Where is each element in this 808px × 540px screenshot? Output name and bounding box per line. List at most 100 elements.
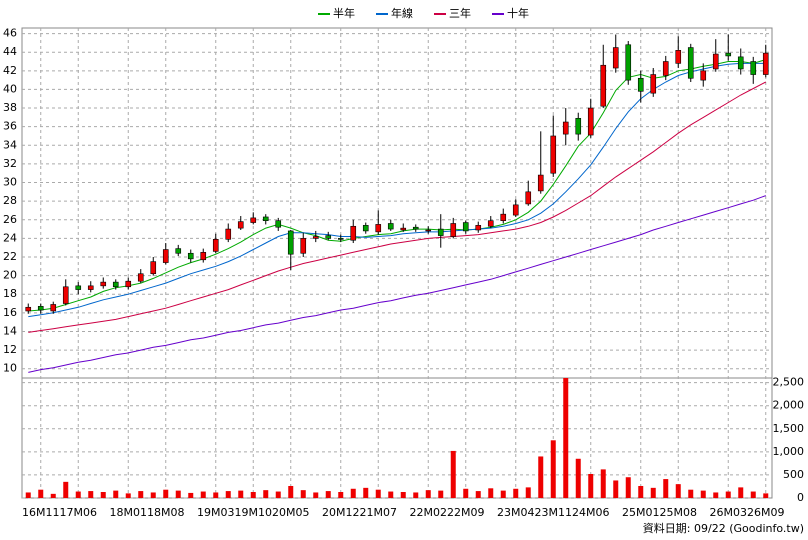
x-tick-label: 25M08 <box>660 506 698 519</box>
y-tick-label: 20 <box>3 269 17 282</box>
volume-bar <box>375 489 381 498</box>
y-tick-label: 16 <box>3 306 17 319</box>
ma-line <box>28 62 766 318</box>
volume-bar <box>550 440 556 498</box>
candle-body <box>500 213 507 221</box>
volume-bar <box>525 487 531 498</box>
y-tick-label: 42 <box>3 64 17 77</box>
volume-bar <box>688 489 694 498</box>
volume-bar <box>263 490 269 498</box>
volume-bar <box>738 487 744 498</box>
x-tick-label: 22M09 <box>447 506 485 519</box>
candle-body <box>537 174 544 192</box>
y-tick-label: 38 <box>3 101 17 114</box>
candle-body <box>425 229 432 232</box>
volume-bar <box>638 486 644 498</box>
volume-bar <box>200 491 206 498</box>
volume-bar <box>388 491 394 498</box>
volume-bar <box>563 378 569 498</box>
candle-body <box>100 281 107 287</box>
y-tick-label: 36 <box>3 120 17 133</box>
y2-tick-label: 0 <box>797 491 804 504</box>
candle-body <box>462 222 469 232</box>
y-tick-label: 10 <box>3 362 17 375</box>
candle-body <box>562 121 569 135</box>
x-tick-label: 24M06 <box>572 506 610 519</box>
volume-bar <box>88 491 94 498</box>
volume-bar <box>50 493 56 498</box>
y2-tick-label: 1,000 <box>773 445 805 458</box>
source-note: 資料日期: 09/22 (Goodinfo.tw) <box>643 521 804 535</box>
x-tick-label: 20M12 <box>322 506 360 519</box>
x-tick-label: 18M08 <box>147 506 185 519</box>
volume-bar <box>713 492 719 498</box>
volume-bar <box>425 490 431 498</box>
candle-body <box>312 236 319 239</box>
candle-body <box>350 225 357 241</box>
volume-bar <box>113 490 119 498</box>
candle-body <box>225 228 232 240</box>
candle-body <box>200 252 207 261</box>
ma-line <box>28 195 766 373</box>
price-panel <box>21 27 773 379</box>
x-tick-label: 18M01 <box>110 506 148 519</box>
y-tick-label: 28 <box>3 194 17 207</box>
candle-body <box>725 52 732 57</box>
candle-body <box>387 223 394 230</box>
candle-body <box>487 220 494 227</box>
volume-bar <box>350 488 356 498</box>
legend-label: 年線 <box>391 6 413 20</box>
candle-body <box>262 216 269 221</box>
candle-body <box>637 77 644 92</box>
x-tick-label: 23M11 <box>535 506 573 519</box>
y-tick-label: 22 <box>3 250 17 263</box>
candle-body <box>112 281 119 288</box>
candle-body <box>662 61 669 76</box>
y2-tick-label: 2,500 <box>773 376 805 389</box>
x-tick-label: 21M07 <box>360 506 398 519</box>
candle-body <box>337 238 344 240</box>
candle-body <box>525 191 532 205</box>
volume-bar <box>25 492 31 498</box>
candle-body <box>675 50 682 64</box>
y-tick-label: 32 <box>3 157 17 170</box>
x-tick-label: 25M01 <box>622 506 660 519</box>
volume-bar <box>300 490 306 498</box>
volume-bar <box>163 489 169 498</box>
y-tick-label: 12 <box>3 343 17 356</box>
y-tick-label: 34 <box>3 138 17 151</box>
volume-bar <box>500 490 506 498</box>
volume-bar <box>575 458 581 498</box>
x-tick-label: 17M06 <box>60 506 98 519</box>
volume-bar <box>400 492 406 498</box>
x-tick-label: 20M05 <box>272 506 310 519</box>
x-tick-label: 22M02 <box>410 506 448 519</box>
volume-bar <box>238 490 244 498</box>
y-tick-label: 44 <box>3 45 17 58</box>
volume-bar <box>63 481 69 498</box>
volume-bar <box>225 491 231 498</box>
candle-body <box>600 64 607 107</box>
candle-body <box>650 74 657 94</box>
volume-bar <box>363 487 369 498</box>
volume-bar <box>750 491 756 498</box>
candle-body <box>400 227 407 231</box>
y2-tick-label: 2,000 <box>773 399 805 412</box>
y-tick-label: 14 <box>3 324 17 337</box>
candle-body <box>687 47 694 79</box>
volume-bar <box>213 492 219 498</box>
x-tick-label: 16M11 <box>22 506 60 519</box>
volume-bar <box>513 488 519 498</box>
volume-bar <box>438 490 444 498</box>
candle-body <box>75 285 82 290</box>
candle-body <box>50 304 57 312</box>
candle-body <box>212 239 219 252</box>
ma-line <box>28 59 766 312</box>
volume-bar <box>600 469 606 498</box>
volume-bar <box>100 492 106 498</box>
volume-bar <box>475 491 481 498</box>
volume-bar <box>175 490 181 498</box>
y-tick-label: 24 <box>3 231 17 244</box>
ma-line <box>28 81 767 333</box>
